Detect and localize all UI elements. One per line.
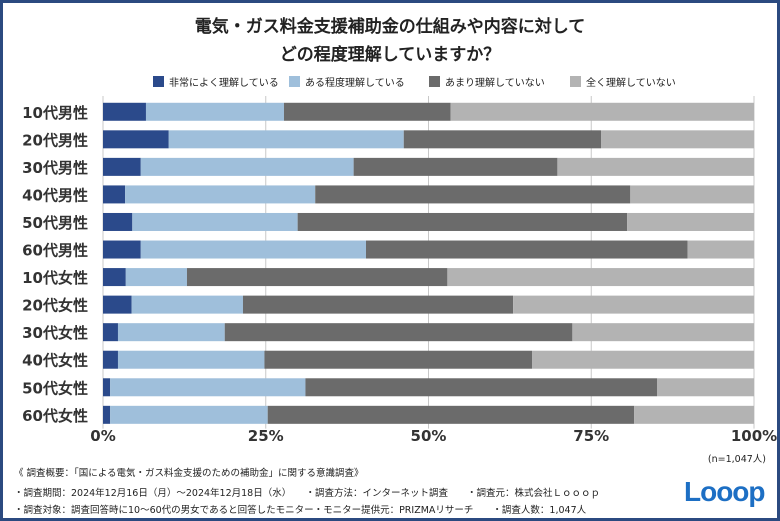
bar-segment (103, 240, 141, 259)
category-label: 20代男性 (22, 131, 88, 149)
bar-segment (450, 102, 754, 121)
category-label: 40代女性 (22, 352, 88, 370)
category-label: 10代男性 (22, 104, 88, 122)
bar-segment (117, 323, 225, 342)
category-label: 30代男性 (22, 159, 88, 177)
x-tick-label: 0% (90, 427, 115, 445)
bar-segment (110, 378, 306, 397)
legend-label: 全く理解していない (586, 76, 676, 89)
legend-label: ある程度理解している (305, 76, 405, 89)
sample-size-note: (n=1,047人) (707, 454, 766, 465)
legend-swatch (289, 76, 300, 87)
bar-segment (305, 378, 658, 397)
bar-segment (630, 185, 754, 204)
bar-segment (110, 405, 268, 424)
bar-segment (627, 212, 754, 231)
bar-segment (297, 212, 628, 231)
bar-segment (125, 268, 187, 287)
category-label: 60代女性 (22, 407, 88, 425)
bar-segment (103, 157, 141, 176)
looop-logo: Looop (684, 476, 766, 507)
category-label: 60代男性 (22, 242, 88, 260)
category-label: 50代女性 (22, 379, 88, 397)
bar-segment (103, 378, 111, 397)
bar-segment (366, 240, 688, 259)
x-tick-label: 75% (573, 427, 609, 445)
chart-title-line2: どの程度理解していますか？ (279, 45, 501, 65)
bar-segment (103, 185, 126, 204)
bar-segment (447, 268, 754, 287)
bar-segment (403, 130, 602, 149)
bar-segment (634, 405, 754, 424)
chart-title-line1: 電気・ガス料金支援補助金の仕組みや内容に対して (194, 17, 586, 37)
bar-segment (267, 405, 635, 424)
bar-segment (657, 378, 754, 397)
bar-segment (132, 212, 298, 231)
bar-segment (103, 212, 133, 231)
category-label: 20代女性 (22, 297, 88, 315)
legend-swatch (429, 76, 440, 87)
bar-segment (572, 323, 754, 342)
bar-segment (145, 102, 284, 121)
bar-segment (103, 102, 146, 121)
bar-segment (557, 157, 754, 176)
bar-segment (186, 268, 448, 287)
legend-swatch (570, 76, 581, 87)
bar-segment (103, 295, 132, 314)
category-label: 40代男性 (22, 186, 88, 204)
x-tick-label: 100% (731, 427, 777, 445)
footer-survey-target: ・調査対象：調査回答時に10～60代の男女であると回答したモニター・モニター提供… (14, 505, 587, 516)
x-tick-label: 25% (248, 427, 284, 445)
x-tick-label: 50% (411, 427, 447, 445)
bar-segment (168, 130, 404, 149)
category-label: 30代女性 (22, 324, 88, 342)
bar-segment (103, 405, 111, 424)
bar-segment (140, 157, 354, 176)
legend-swatch (153, 76, 164, 87)
bar-segment (242, 295, 514, 314)
bar-segment (353, 157, 558, 176)
bar-segment (532, 350, 754, 369)
bar-segment (103, 350, 118, 369)
bar-segment (315, 185, 631, 204)
bar-segment (264, 350, 533, 369)
bar-segment (103, 323, 118, 342)
bar-segment (687, 240, 754, 259)
bar-segment (103, 130, 169, 149)
bar-segment (224, 323, 573, 342)
category-label: 50代男性 (22, 214, 88, 232)
bar-segment (131, 295, 243, 314)
category-label: 10代女性 (22, 269, 88, 287)
bar-segment (125, 185, 316, 204)
bar-segment (117, 350, 265, 369)
footer-survey-title: 《 調査概要：「国による電気・ガス料金支援のための補助金」に関する意識調査》 (14, 468, 364, 479)
legend-label: あまり理解していない (445, 76, 545, 89)
legend-label: 非常によく理解している (169, 76, 279, 89)
footer-survey-period: ・調査期間：2024年12月16日（月）～2024年12月18日（水） ・調査方… (14, 488, 600, 499)
bar-segment (513, 295, 754, 314)
bar-segment (283, 102, 451, 121)
bar-segment (140, 240, 367, 259)
bar-segment (103, 268, 126, 287)
bar-segment (601, 130, 754, 149)
